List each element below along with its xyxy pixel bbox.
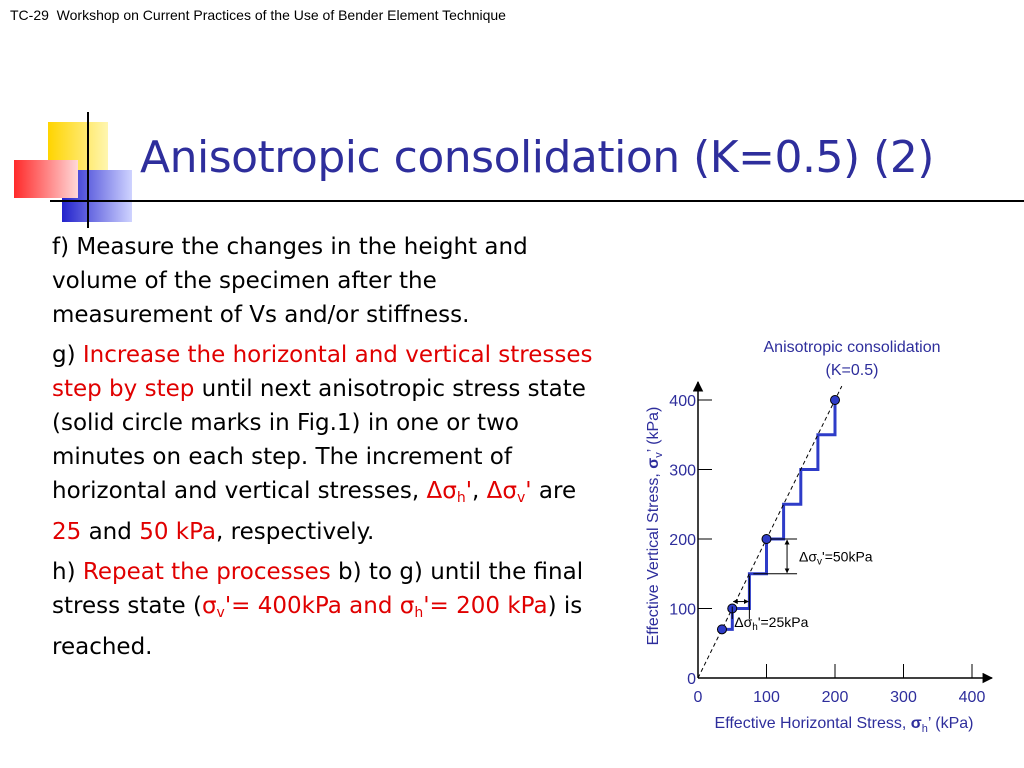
consolidation-chart: Anisotropic consolidation (K=0.5) Effect…	[645, 339, 994, 735]
dh-value: '=25kPa	[758, 614, 809, 630]
y-tick-label: 100	[669, 602, 696, 619]
final-stress-state: σv'= 400kPa and σh'= 200 kPa	[201, 593, 548, 621]
comma: ,	[472, 478, 487, 504]
paragraph-f: f) Measure the changes in the height and…	[52, 230, 597, 332]
and-text: and	[81, 519, 140, 545]
title-rule	[50, 200, 1024, 202]
y-tick-label: 400	[669, 393, 696, 410]
x-tick-label: 200	[822, 689, 849, 706]
step-h-text: b) to g) until the final stress state (	[52, 559, 584, 619]
sigma-symbol: σ	[201, 593, 217, 619]
y-tick-label: 0	[687, 671, 696, 688]
step-g-highlight: Increase the horizontal and vertical str…	[52, 342, 593, 402]
y-tick-label: 300	[669, 463, 696, 480]
slide-title: Anisotropic consolidation (K=0.5) (2)	[140, 132, 934, 183]
subscript-h: h	[456, 490, 466, 506]
step-f-text: f) Measure the changes in the height and…	[52, 234, 528, 328]
delta-sigma-v: Δσv'	[486, 478, 532, 506]
subscript-v: v	[216, 605, 225, 621]
step-h-prefix: h)	[52, 559, 83, 585]
x-axis-label-prefix: Effective Horizontal Stress,	[715, 715, 911, 732]
y-axis-label-suffix: ’ (kPa)	[645, 407, 662, 453]
final-sigma-h-value: '= 200 kPa	[423, 593, 548, 619]
x-tick-label: 0	[694, 689, 703, 706]
stress-state-point	[761, 534, 772, 544]
dv-label: Δσv'=50kPa	[799, 548, 873, 567]
respectively-text: , respectively.	[216, 519, 375, 545]
subscript-v: v	[516, 490, 526, 506]
stress-state-point	[830, 395, 840, 405]
x-axis-label-suffix: ’ (kPa)	[928, 715, 974, 732]
stress-state-point	[716, 624, 727, 635]
step-h-highlight: Repeat the processes	[82, 559, 331, 585]
dh-sub: h	[752, 622, 758, 633]
step-h-end: ) is reached.	[52, 593, 583, 660]
delta-sigma-symbol: Δσ	[426, 478, 457, 504]
y-tick-label: 200	[669, 532, 696, 549]
dv-value: '=50kPa	[822, 548, 873, 564]
slide-body: f) Measure the changes in the height and…	[52, 230, 597, 670]
dv-symbol: Δσ	[799, 548, 817, 564]
delta-sigma-symbol: Δσ	[486, 478, 517, 504]
dh-label: Δσh'=25kPa	[734, 614, 808, 633]
paragraph-g: g) Increase the horizontal and vertical …	[52, 338, 597, 549]
y-axis-label: Effective Vertical Stress, σv’ (kPa)	[645, 407, 665, 646]
red-square	[14, 160, 78, 198]
paragraph-h: h) Repeat the processes b) to g) until t…	[52, 555, 597, 664]
chart-subtitle: (K=0.5)	[826, 362, 879, 379]
final-sigma-v-value: '= 400kPa and	[224, 593, 400, 619]
are-text: are	[531, 478, 577, 504]
decorative-squares	[14, 112, 132, 228]
delta-sigma-h: Δσh'	[426, 478, 473, 506]
sigma-symbol: σ	[399, 593, 415, 619]
x-axis-sigma: σ	[911, 715, 922, 732]
dv-sub: v	[817, 556, 822, 567]
prime-mark: '	[525, 478, 532, 504]
value-25: 25	[52, 519, 82, 545]
subscript-h: h	[414, 605, 424, 621]
y-axis-sigma: σ	[645, 458, 662, 469]
prime-mark: '	[465, 478, 473, 504]
value-50-kpa: 50 kPa	[139, 519, 217, 545]
dh-symbol: Δσ	[734, 614, 752, 630]
step-g-text: until next anisotropic stress state (sol…	[52, 376, 586, 504]
x-axis-label: Effective Horizontal Stress, σh’ (kPa)	[715, 715, 974, 735]
x-axis-sub-h: h	[922, 723, 928, 735]
x-tick-label: 300	[890, 689, 917, 706]
step-g-prefix: g)	[52, 342, 83, 368]
plot-area: 0 100 200 300 4000100200300400Δσv'=50kPaΔσh'…	[669, 380, 994, 706]
y-axis-sub-v: v	[653, 452, 665, 458]
x-tick-label: 400	[959, 689, 986, 706]
chart-title: Anisotropic consolidation	[764, 339, 941, 356]
k-line-dashed	[697, 385, 843, 679]
x-tick-label: 100	[753, 689, 780, 706]
y-axis-label-prefix: Effective Vertical Stress,	[645, 469, 662, 646]
slide-header: TC-29 Workshop on Current Practices of t…	[10, 7, 506, 23]
